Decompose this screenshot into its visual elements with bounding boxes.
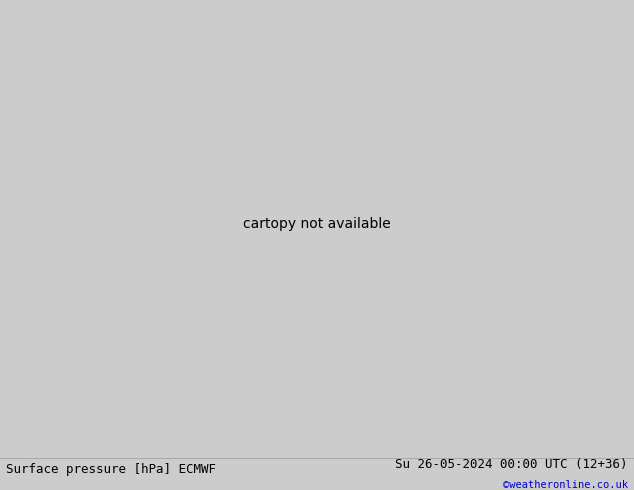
Text: ©weatheronline.co.uk: ©weatheronline.co.uk xyxy=(503,480,628,490)
Text: Su 26-05-2024 00:00 UTC (12+36): Su 26-05-2024 00:00 UTC (12+36) xyxy=(395,458,628,471)
Text: Surface pressure [hPa] ECMWF: Surface pressure [hPa] ECMWF xyxy=(6,463,216,476)
Text: cartopy not available: cartopy not available xyxy=(243,217,391,231)
